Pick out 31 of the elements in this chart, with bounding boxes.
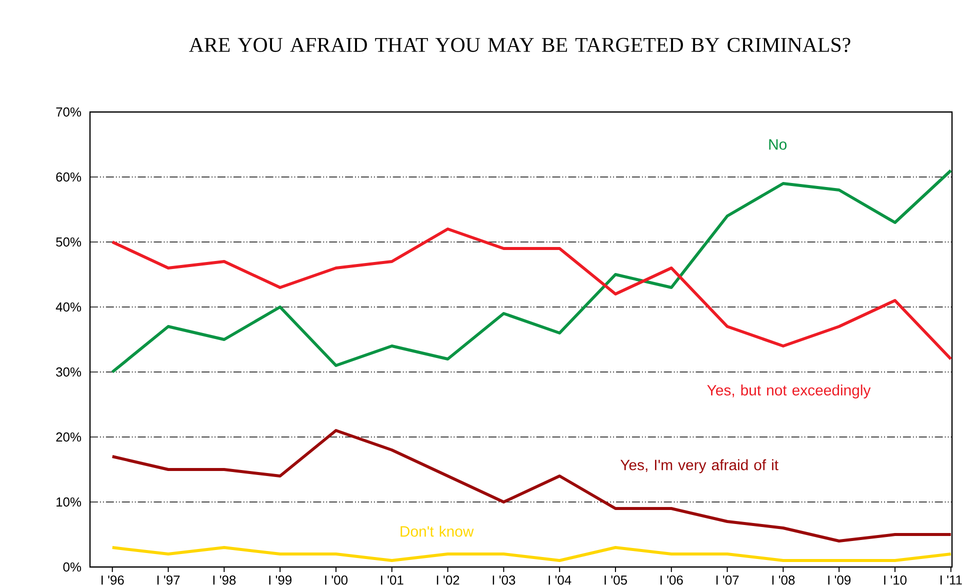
y-tick-label: 30% — [56, 367, 82, 377]
text: Yes, I'm very afraid of it — [620, 459, 778, 474]
y-tick-label: 0% — [63, 562, 82, 572]
y-tick-label: 40% — [56, 302, 82, 312]
x-tick-label: I '07 — [716, 576, 739, 585]
y-tick-label: 10% — [56, 497, 82, 507]
x-tick-label: I '97 — [157, 576, 180, 585]
x-tick-label: I '02 — [436, 576, 460, 585]
chart-title: ARE YOU AFRAID THAT YOU MAY BE TARGETED BY CRIMINALS? — [189, 38, 850, 52]
x-tick-label: I '06 — [660, 576, 683, 585]
x-tick-label: I '03 — [492, 576, 516, 585]
x-tick-label: I '98 — [213, 576, 236, 585]
y-tick-label: 70% — [56, 107, 82, 117]
series-label: Don't know — [400, 526, 474, 537]
line-series — [110, 228, 952, 360]
x-tick-label: I '05 — [604, 576, 627, 585]
x-tick-label: I '11 — [940, 576, 962, 584]
x-tick-label: I '00 — [325, 576, 348, 585]
y-tick-label: 20% — [56, 432, 82, 442]
line-series — [110, 169, 952, 374]
x-tick-label: I '08 — [772, 576, 795, 585]
text: Yes, but not exceedingly — [707, 384, 871, 398]
x-tick-label: I '96 — [102, 576, 124, 585]
x-tick-label: I '09 — [828, 576, 851, 585]
x-tick-label: I '04 — [548, 576, 572, 585]
y-tick-label: 60% — [56, 172, 82, 182]
x-tick-label: I '99 — [269, 576, 292, 585]
x-tick-label: I '10 — [884, 576, 907, 585]
x-tick-label: I '01 — [381, 576, 404, 585]
text: No — [769, 139, 787, 150]
y-tick-label: 50% — [56, 237, 82, 247]
